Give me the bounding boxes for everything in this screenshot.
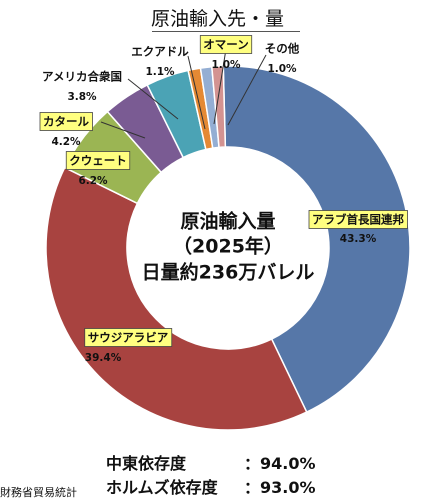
- middle-east-dependency-label: 中東依存度: [106, 454, 187, 473]
- slice-0: [222, 65, 411, 414]
- center-text-0: 原油輸入量: [180, 210, 275, 233]
- source-note: 財務省貿易統計: [0, 486, 77, 499]
- slice-label-2: クウェート: [69, 154, 127, 168]
- leader-line-7: [227, 54, 267, 126]
- donut-chart: アラブ首長国連邦 43.3% サウジアラビア 39.4% クウェート 6.2% カタール 4.…: [39, 35, 411, 431]
- title-underline: [152, 31, 300, 32]
- slice-1: [45, 166, 308, 431]
- leader-line-3: [100, 121, 146, 139]
- slice-value-4: 3.8%: [67, 91, 97, 103]
- slice-value-6: 1.0%: [211, 59, 241, 71]
- slice-value-0: 43.3%: [340, 233, 377, 245]
- slice-label-highlight-2: [65, 151, 131, 170]
- hormuz-dependency-label: ホルムズ依存度: [106, 478, 218, 497]
- slice-value-1: 39.4%: [85, 352, 122, 364]
- slice-7: [211, 65, 227, 149]
- slice-label-5: エクアドル: [131, 45, 189, 59]
- slice-label-highlight-0: [308, 210, 408, 229]
- slice-label-0: アラブ首長国連邦: [312, 213, 404, 227]
- slice-label-6: オマーン: [203, 38, 248, 52]
- slice-value-3: 4.2%: [51, 136, 81, 148]
- middle-east-dependency-value: ：94.0%: [244, 454, 316, 473]
- slice-value-7: 1.0%: [267, 63, 297, 75]
- leader-line-4: [127, 78, 179, 120]
- slice-label-1: サウジアラビア: [88, 331, 169, 345]
- center-text-1: （2025年）: [173, 235, 283, 258]
- slice-label-highlight-1: [84, 328, 173, 347]
- slice-label-7: その他: [265, 42, 300, 56]
- leader-line-6: [213, 48, 227, 125]
- slice-label-highlight-6: [199, 35, 253, 54]
- center-text-2: 日量約236万バレル: [142, 261, 315, 284]
- slice-value-2: 6.2%: [78, 175, 108, 187]
- slice-value-5: 1.1%: [145, 66, 175, 78]
- slice-label-3: カタール: [43, 115, 89, 129]
- slice-label-highlight-3: [39, 112, 93, 131]
- leader-line-5: [187, 55, 206, 130]
- dependency-summary: 中東依存度 ：94.0% ホルムズ依存度 ：93.0%: [0, 444, 435, 500]
- chart-title: 原油輸入先・量: [150, 8, 284, 30]
- slice-label-4: アメリカ合衆国: [42, 70, 122, 84]
- hormuz-dependency-value: ：93.0%: [244, 478, 316, 497]
